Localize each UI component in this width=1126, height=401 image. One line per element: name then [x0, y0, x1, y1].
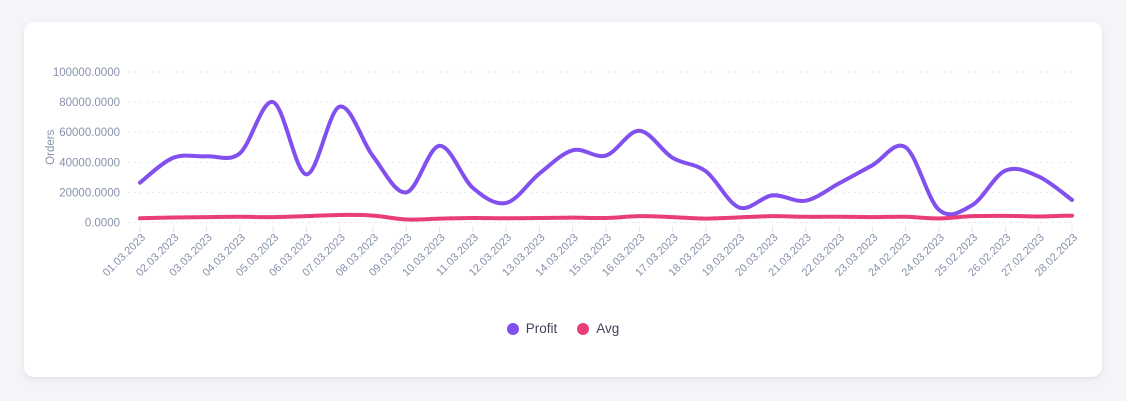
- y-axis-tick-label: 100000.0000: [53, 67, 120, 79]
- avg-line[interactable]: [138, 212, 1074, 222]
- avg-marker-icon: [577, 322, 590, 335]
- profit-marker-icon: [506, 322, 519, 335]
- legend-item-avg[interactable]: Avg: [577, 321, 619, 336]
- y-axis-tick-label: 40000.0000: [59, 157, 120, 169]
- y-axis-tick-label: 60000.0000: [59, 127, 120, 139]
- y-axis-title: Orders: [45, 129, 57, 164]
- orders-line-chart: 0.0000 20000.0000 40000.0000 60000.0000 8000…: [45, 67, 1080, 279]
- profit-line[interactable]: [138, 100, 1074, 217]
- y-axis-labels: 0.0000 20000.0000 40000.0000 60000.0000 8000…: [53, 67, 120, 230]
- y-axis-tick-label: 20000.0000: [59, 187, 120, 199]
- legend-item-profit[interactable]: Profit: [506, 321, 558, 336]
- legend-label-avg: Avg: [596, 321, 620, 336]
- chart-card: 0.0000 20000.0000 40000.0000 60000.0000 8000…: [24, 22, 1102, 377]
- x-axis-labels: 01.03.202302.03.202303.03.202304.03.2023…: [101, 226, 1080, 279]
- legend-label-profit: Profit: [525, 321, 558, 336]
- chart-legend: Profit Avg: [24, 321, 1102, 336]
- y-axis-tick-label: 80000.0000: [59, 97, 120, 109]
- y-axis-tick-label: 0.0000: [85, 218, 120, 230]
